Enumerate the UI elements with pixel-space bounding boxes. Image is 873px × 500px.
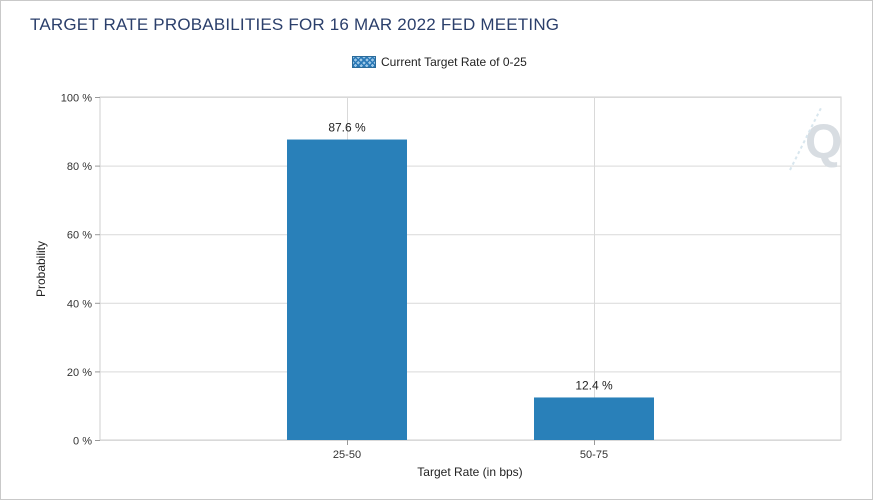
y-tick-label: 40 %: [67, 298, 92, 310]
y-tick-label: 100 %: [61, 93, 92, 105]
y-tick-label: 80 %: [67, 161, 92, 173]
plot-area: [99, 96, 842, 441]
legend-label: Current Target Rate of 0-25: [381, 55, 527, 69]
bars: 87.6 % 12.4 %: [287, 121, 654, 441]
watermark-letter: Q: [805, 116, 842, 169]
watermark-logo: Q: [789, 105, 842, 171]
gridlines: [99, 96, 842, 441]
legend[interactable]: Current Target Rate of 0-25: [352, 55, 527, 69]
x-axis-ticks: 25-50 50-75: [333, 440, 608, 461]
y-tick-label: 60 %: [67, 230, 92, 242]
data-label-50-75: 12.4 %: [575, 378, 613, 392]
x-tick-label: 50-75: [580, 449, 608, 461]
chart-title: TARGET RATE PROBABILITIES FOR 16 MAR 202…: [30, 15, 560, 34]
x-axis-label: Target Rate (in bps): [417, 465, 522, 479]
bar-25-50[interactable]: [287, 139, 407, 441]
data-label-25-50: 87.6 %: [328, 121, 366, 135]
bar-50-75[interactable]: [534, 397, 654, 440]
x-tick-label: 25-50: [333, 449, 361, 461]
y-tick-label: 0 %: [73, 436, 92, 448]
y-axis-ticks: 0 % 20 % 40 % 60 % 80 % 100 %: [61, 93, 100, 448]
legend-swatch: [352, 56, 376, 68]
y-axis-label: Probability: [34, 241, 48, 297]
y-tick-label: 20 %: [67, 367, 92, 379]
